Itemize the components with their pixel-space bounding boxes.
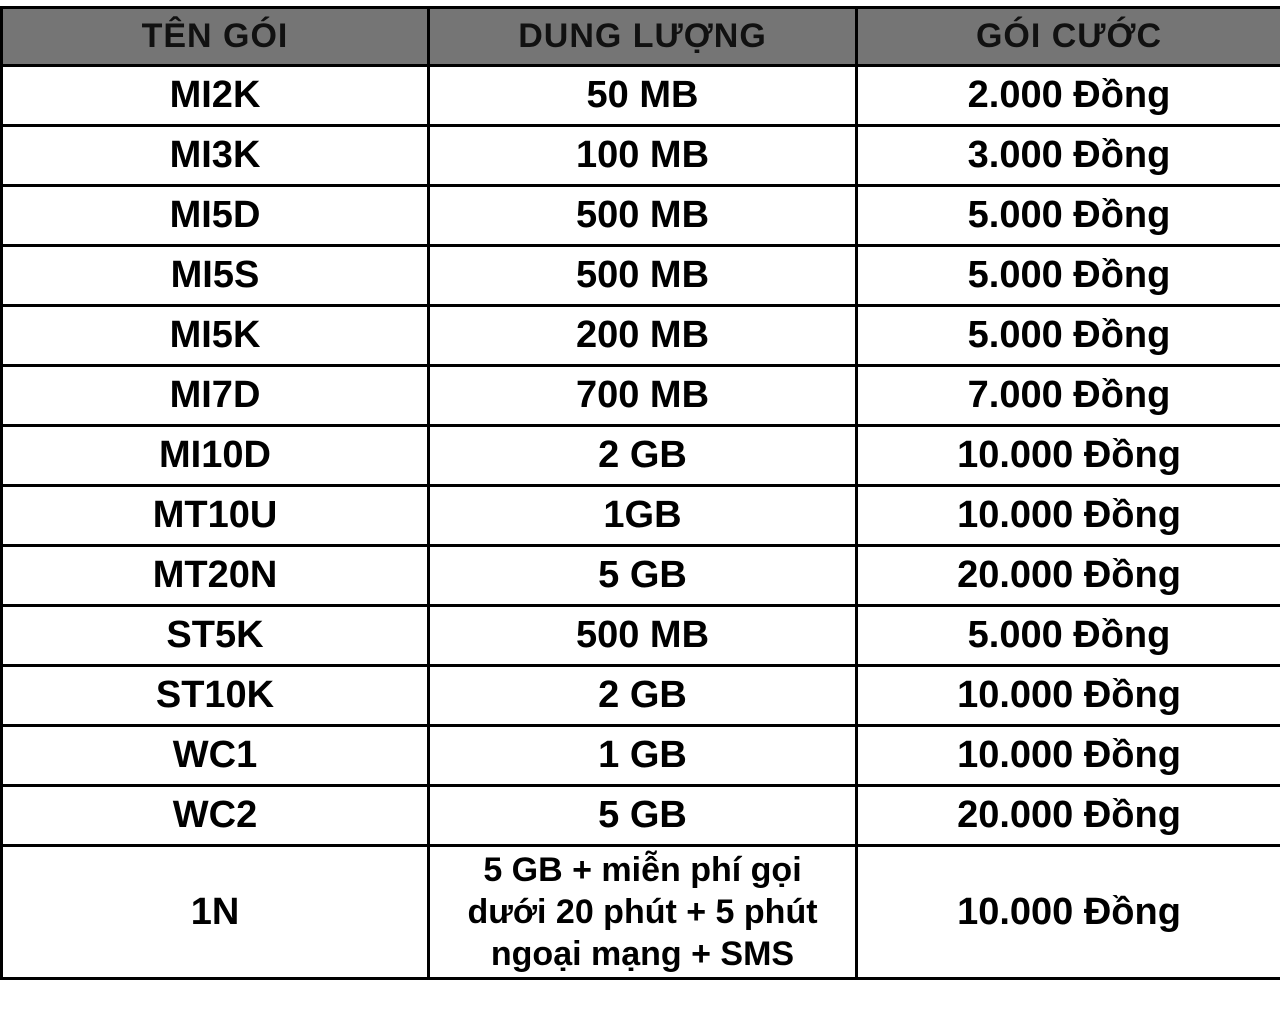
package-name-cell: MI5S xyxy=(0,244,430,307)
data-allowance-cell: 1GB xyxy=(427,484,858,547)
table-row: MI5S 500 MB 5.000 Đồng xyxy=(0,244,1280,307)
data-allowance-cell: 700 MB xyxy=(427,364,858,427)
table-row: MT20N 5 GB 20.000 Đồng xyxy=(0,544,1280,607)
column-header-data-allowance: DUNG LƯỢNG xyxy=(427,6,858,67)
table-row: WC2 5 GB 20.000 Đồng xyxy=(0,784,1280,847)
data-allowance-cell: 500 MB xyxy=(427,244,858,307)
data-allowance-cell: 2 GB xyxy=(427,664,858,727)
package-name-cell: MI5D xyxy=(0,184,430,247)
price-cell: 20.000 Đồng xyxy=(855,784,1280,847)
package-name-cell: MI5K xyxy=(0,304,430,367)
data-allowance-cell: 500 MB xyxy=(427,604,858,667)
table-row: MI7D 700 MB 7.000 Đồng xyxy=(0,364,1280,427)
data-allowance-cell: 200 MB xyxy=(427,304,858,367)
table-row: MI5K 200 MB 5.000 Đồng xyxy=(0,304,1280,367)
table-row: MI10D 2 GB 10.000 Đồng xyxy=(0,424,1280,487)
price-cell: 5.000 Đồng xyxy=(855,244,1280,307)
package-name-cell: MT20N xyxy=(0,544,430,607)
data-allowance-cell: 5 GB + miễn phí gọi dưới 20 phút + 5 phú… xyxy=(427,843,858,981)
package-name-cell: MI3K xyxy=(0,124,430,187)
table-body: MI2K 50 MB 2.000 Đồng MI3K 100 MB 3.000 Đồng M… xyxy=(0,64,1280,981)
price-cell: 5.000 Đồng xyxy=(855,304,1280,367)
package-name-cell: ST5K xyxy=(0,604,430,667)
table-row: ST5K 500 MB 5.000 Đồng xyxy=(0,604,1280,667)
pricing-table-page: TÊN GÓI DUNG LƯỢNG GÓI CƯỚC MI2K 50 MB 2.0… xyxy=(0,6,1280,1032)
price-cell: 7.000 Đồng xyxy=(855,364,1280,427)
data-allowance-cell: 100 MB xyxy=(427,124,858,187)
price-cell: 10.000 Đồng xyxy=(855,664,1280,727)
table-header: TÊN GÓI DUNG LƯỢNG GÓI CƯỚC xyxy=(0,6,1280,67)
table-row: MI3K 100 MB 3.000 Đồng xyxy=(0,124,1280,187)
header-row: TÊN GÓI DUNG LƯỢNG GÓI CƯỚC xyxy=(0,6,1280,67)
package-name-cell: MI2K xyxy=(0,64,430,127)
package-name-cell: MT10U xyxy=(0,484,430,547)
price-cell: 10.000 Đồng xyxy=(855,843,1280,981)
package-name-cell: WC2 xyxy=(0,784,430,847)
data-allowance-cell: 5 GB xyxy=(427,544,858,607)
table-row: MI5D 500 MB 5.000 Đồng xyxy=(0,184,1280,247)
column-header-package-name: TÊN GÓI xyxy=(0,6,430,67)
table-row: MT10U 1GB 10.000 Đồng xyxy=(0,484,1280,547)
price-cell: 20.000 Đồng xyxy=(855,544,1280,607)
package-name-cell: 1N xyxy=(0,843,430,981)
table-row: WC1 1 GB 10.000 Đồng xyxy=(0,724,1280,787)
table-row: MI2K 50 MB 2.000 Đồng xyxy=(0,64,1280,127)
package-name-cell: MI7D xyxy=(0,364,430,427)
table-row: ST10K 2 GB 10.000 Đồng xyxy=(0,664,1280,727)
data-allowance-cell: 1 GB xyxy=(427,724,858,787)
price-cell: 5.000 Đồng xyxy=(855,184,1280,247)
column-header-price: GÓI CƯỚC xyxy=(855,6,1280,67)
package-name-cell: MI10D xyxy=(0,424,430,487)
package-name-cell: WC1 xyxy=(0,724,430,787)
table-row: 1N 5 GB + miễn phí gọi dưới 20 phút + 5 p… xyxy=(0,843,1280,981)
data-allowance-cell: 5 GB xyxy=(427,784,858,847)
price-cell: 10.000 Đồng xyxy=(855,484,1280,547)
price-cell: 10.000 Đồng xyxy=(855,724,1280,787)
data-allowance-cell: 500 MB xyxy=(427,184,858,247)
data-allowance-cell: 2 GB xyxy=(427,424,858,487)
data-packages-table: TÊN GÓI DUNG LƯỢNG GÓI CƯỚC MI2K 50 MB 2.0… xyxy=(0,6,1280,981)
price-cell: 3.000 Đồng xyxy=(855,124,1280,187)
package-name-cell: ST10K xyxy=(0,664,430,727)
price-cell: 2.000 Đồng xyxy=(855,64,1280,127)
price-cell: 5.000 Đồng xyxy=(855,604,1280,667)
price-cell: 10.000 Đồng xyxy=(855,424,1280,487)
data-allowance-cell: 50 MB xyxy=(427,64,858,127)
